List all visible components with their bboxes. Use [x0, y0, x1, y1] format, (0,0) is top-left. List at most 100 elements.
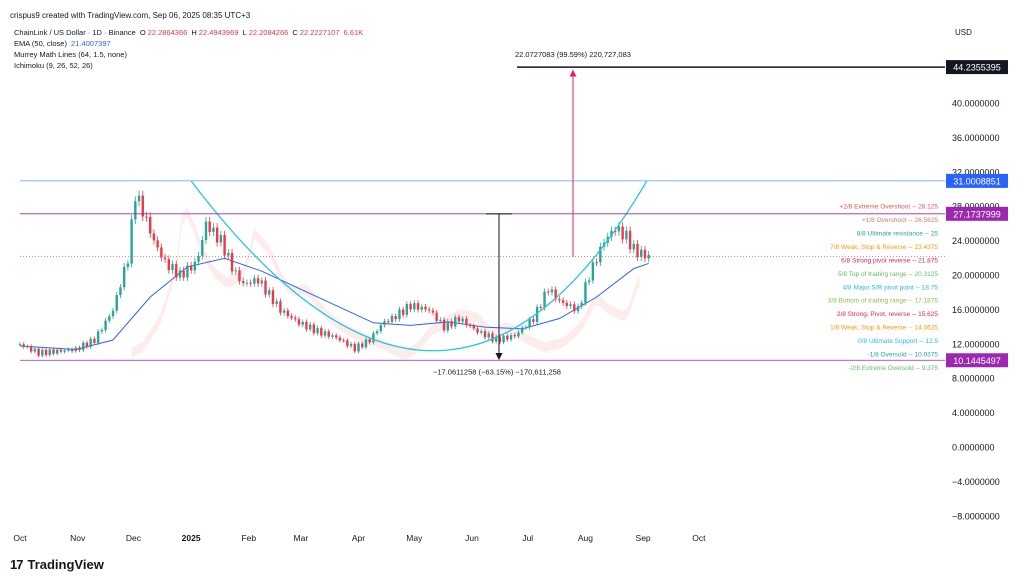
legend-ichimoku-row[interactable]: Ichimoku (9, 26, 52, 26) [14, 60, 365, 71]
legend-symbol-row: ChainLink / US Dollar · 1D · Binance O 22… [14, 27, 365, 38]
candle-body [178, 270, 182, 278]
candle-body [435, 312, 438, 321]
ema-line[interactable] [19, 257, 649, 350]
candle-body [561, 300, 565, 303]
candle-body [420, 306, 423, 310]
candle-body [502, 335, 505, 343]
y-tick-label: −8.0000000 [952, 511, 1000, 521]
candle-body [547, 291, 550, 293]
candle-body [52, 349, 55, 354]
candle-body [227, 252, 230, 256]
candle-body [245, 282, 249, 284]
candle-body [234, 270, 237, 272]
candle-body [461, 318, 464, 322]
legend-symbol[interactable]: ChainLink / US Dollar · 1D · Binance [14, 28, 136, 37]
murrey-level-label: 7/8 Weak, Stop & Reverse -- 23.4375 [830, 244, 938, 251]
legend-murrey-row[interactable]: Murrey Math Lines (64, 1.5, none) [14, 49, 365, 60]
candle-body [558, 299, 561, 301]
candle-body [82, 342, 85, 351]
candle-body [96, 331, 100, 343]
price-tag-label: 31.0008851 [953, 176, 1001, 186]
candle-body [67, 349, 70, 351]
candle-body [357, 343, 360, 352]
candle-body [454, 317, 457, 327]
candle-body [175, 264, 178, 278]
x-tick-label: Jun [465, 533, 479, 543]
y-tick-label: 40.0000000 [952, 99, 1000, 109]
candle-body [554, 289, 557, 300]
murrey-level-label: +1/8 Overshoot -- 26.5625 [862, 217, 938, 224]
chart-legend: ChainLink / US Dollar · 1D · Binance O 22… [14, 27, 365, 71]
candle-body [535, 306, 539, 322]
y-tick-label: 12.0000000 [952, 339, 1000, 349]
candle-body [316, 328, 319, 334]
candle-body [390, 315, 394, 322]
candle-body [621, 226, 624, 240]
price-tag-label: 44.2355395 [953, 63, 1001, 73]
candle-body [130, 219, 133, 264]
y-tick-label: 4.0000000 [952, 408, 995, 418]
currency-label[interactable]: USD [955, 28, 972, 37]
legend-low: 22.2084266 [248, 28, 289, 37]
candle-body [439, 319, 442, 321]
candle-body [122, 266, 126, 288]
legend-high: 22.4943969 [198, 28, 239, 37]
candle-body [111, 310, 115, 317]
candle-body [282, 310, 286, 313]
murrey-level-label: 8/8 Ultimate resistance -- 25 [857, 231, 939, 238]
candle-body [26, 346, 29, 348]
price-tag [946, 353, 1008, 368]
candle-body [271, 290, 275, 305]
candle-body [301, 321, 304, 325]
candle-body [56, 349, 59, 354]
y-tick-label: 32.0000000 [952, 167, 1000, 177]
candle-body [305, 321, 308, 330]
candle-body [44, 349, 48, 355]
candle-body [193, 261, 197, 271]
candle-body [294, 317, 297, 320]
candle-body [78, 347, 81, 351]
candle-body [643, 249, 647, 259]
y-tick-label: 8.0000000 [952, 374, 995, 384]
tradingview-logo[interactable]: 17 TradingView [10, 557, 104, 572]
murrey-level-label: -2/8 Extreme Oversold -- 9.375 [849, 365, 939, 372]
candle-body [617, 226, 621, 232]
candle-body [338, 337, 342, 341]
candle-body [163, 257, 167, 260]
candle-body [104, 320, 107, 330]
candle-body [364, 339, 368, 348]
candle-body [152, 233, 156, 241]
murrey-level-label: 4/8 Major S/R pivot point -- 18.75 [843, 284, 939, 291]
candle-body [573, 304, 576, 312]
candle-body [517, 332, 520, 337]
candle-body [636, 243, 639, 258]
candle-body [41, 349, 44, 356]
candle-body [442, 319, 446, 331]
candle-body [610, 230, 613, 237]
legend-ema-row[interactable]: EMA (50, close) 21.4007397 [14, 38, 365, 49]
price-tag [946, 173, 1008, 188]
candle-body [487, 333, 490, 338]
candle-body [580, 302, 583, 307]
candle-body [446, 321, 449, 331]
candle-body [383, 321, 386, 326]
candle-body [401, 309, 405, 315]
legend-open: 22.2864366 [147, 28, 188, 37]
x-tick-label: Apr [352, 533, 365, 543]
candle-body [208, 221, 211, 232]
candle-body [308, 324, 312, 330]
x-tick-label: Aug [578, 533, 593, 543]
candle-body [137, 195, 141, 202]
candle-body [483, 331, 487, 338]
candle-body [424, 306, 427, 310]
candle-body [375, 331, 379, 334]
candle-body [346, 340, 349, 347]
candle-body [640, 249, 643, 258]
candle-body [599, 246, 602, 263]
candle-body [349, 343, 353, 347]
cup-curve[interactable] [190, 180, 648, 352]
legend-close: 22.2227107 [299, 28, 340, 37]
candle-body [323, 331, 327, 336]
x-tick-label: Mar [294, 533, 309, 543]
